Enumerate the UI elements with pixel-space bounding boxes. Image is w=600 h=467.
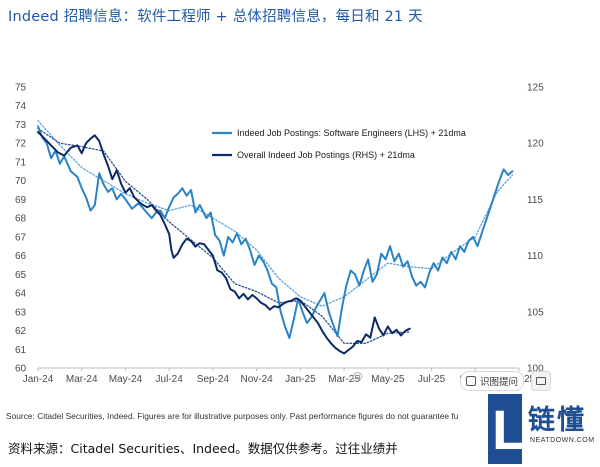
chart-title: Indeed 招聘信息：软件工程师 + 总体招聘信息，每日和 21 天 (8, 9, 423, 25)
legend-label: Overall Indeed Job Postings (RHS) + 21dm… (237, 150, 415, 160)
ocr-ask-label: 识图提问 (479, 377, 518, 388)
y-left-tick-label: 72 (15, 139, 27, 150)
watermark-logo-glyph: L (492, 398, 527, 461)
source-note: Source: Citadel Securities, Indeed. Figu… (6, 411, 459, 421)
software-engineers-line (37, 125, 514, 339)
y-left-tick-label: 69 (15, 195, 27, 206)
x-tick-label: May-25 (371, 374, 405, 385)
y-right-tick-label: 115 (527, 195, 543, 206)
chart-legend: Indeed Job Postings: Software Engineers … (212, 128, 466, 160)
watermark-url: NEATDOWN.COM (530, 437, 595, 444)
y-left-tick-label: 65 (15, 270, 27, 281)
x-tick-label: May-24 (109, 374, 143, 385)
y-left-tick-label: 63 (15, 307, 27, 318)
y-left-tick-label: 67 (15, 232, 27, 243)
y-left-tick-label: 73 (15, 120, 27, 131)
x-tick-label: Jan-24 (23, 374, 54, 385)
x-tick-label: Jul-25 (418, 374, 446, 385)
x-tick-label: Mar-24 (66, 374, 98, 385)
ocr-ask-button[interactable]: 识图提问 (460, 371, 524, 391)
x-tick-label: Sep-24 (197, 374, 230, 385)
y-left-tick-label: 62 (15, 326, 27, 337)
x-tick-label: Nov-24 (241, 374, 274, 385)
y-left-tick-label: 61 (15, 345, 27, 356)
x-tick-label: Jul-24 (156, 374, 184, 385)
x-tick-label: Mar-25 (328, 374, 360, 385)
copyright-mark: @ (352, 370, 363, 383)
image-icon (536, 377, 546, 385)
y-right-tick-label: 105 (527, 307, 544, 318)
y-left-tick-label: 71 (15, 157, 27, 168)
software-engineers-ma-line (37, 120, 514, 307)
scan-text-icon (465, 376, 476, 386)
y-left-tick-label: 66 (15, 251, 27, 262)
legend-label: Indeed Job Postings: Software Engineers … (237, 128, 466, 138)
y-right-tick-label: 100 (527, 364, 544, 375)
y-right-tick-label: 120 (527, 139, 544, 150)
y-left-tick-label: 70 (15, 176, 27, 187)
y-right-tick-label: 125 (527, 83, 544, 94)
y-left-tick-label: 75 (15, 83, 27, 94)
y-left-tick-label: 68 (15, 214, 27, 225)
y-left-tick-label: 74 (15, 101, 27, 112)
y-left-tick-label: 60 (15, 364, 27, 375)
disclaimer-text: 资料来源：Citadel Securities、Indeed。数据仅供参考。过往… (8, 441, 398, 456)
overall-postings-ma-line (37, 127, 411, 344)
site-watermark: L 链懂 NEATDOWN.COM (484, 392, 600, 467)
overall-postings-line (37, 131, 411, 355)
watermark-logo: L (488, 394, 526, 464)
x-tick-label: Jan-25 (285, 374, 316, 385)
y-right-tick-label: 110 (527, 251, 543, 262)
image-action-button[interactable] (531, 371, 551, 391)
watermark-name: 链懂 (528, 405, 586, 436)
y-left-tick-label: 64 (15, 289, 27, 300)
